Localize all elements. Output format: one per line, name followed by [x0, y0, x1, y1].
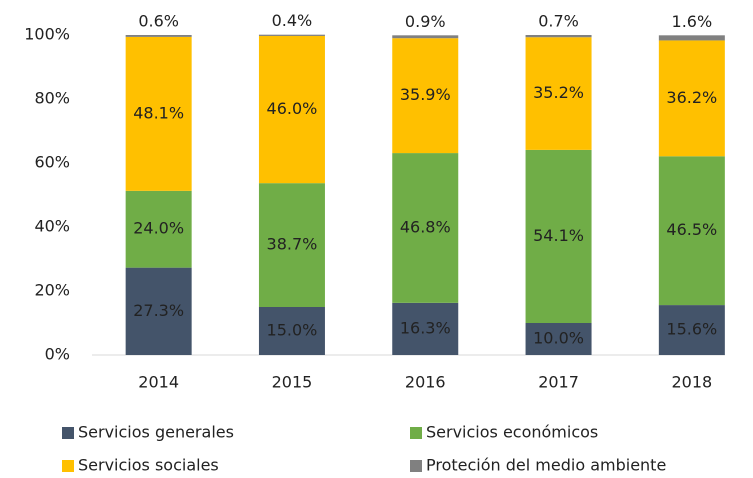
data-label: 36.2% [666, 88, 717, 107]
bar-segment [125, 267, 192, 355]
legend-swatch [62, 460, 74, 472]
data-label: 0.7% [538, 12, 579, 31]
bar-segment [525, 35, 592, 38]
bar-segment [658, 40, 725, 157]
data-label: 0.6% [138, 12, 179, 31]
y-tick-label: 40% [34, 217, 70, 236]
data-label: 15.0% [267, 321, 318, 340]
y-tick-label: 20% [34, 281, 70, 300]
bar-segment [258, 35, 325, 184]
bar-segment [392, 153, 459, 303]
data-label: 15.6% [666, 320, 717, 339]
y-tick-label: 100% [24, 25, 70, 44]
x-tick-label: 2017 [538, 373, 579, 392]
data-label: 35.9% [400, 85, 451, 104]
bar-segment [658, 35, 725, 41]
data-label: 24.0% [133, 219, 184, 238]
legend-label: Servicios económicos [426, 423, 598, 442]
y-tick-label: 60% [34, 153, 70, 172]
x-tick-label: 2018 [671, 373, 712, 392]
legend-swatch [410, 427, 422, 439]
data-label: 48.1% [133, 103, 184, 122]
bar-segment [258, 307, 325, 355]
bar-segment [525, 149, 592, 323]
bar-segment [525, 323, 592, 355]
legend-swatch [410, 460, 422, 472]
bar-segment [125, 35, 192, 37]
bar-segment [125, 190, 192, 268]
bar-segment [525, 37, 592, 150]
legend-label: Proteción del medio ambiente [426, 456, 666, 475]
legend-label: Servicios sociales [78, 456, 219, 475]
data-label: 0.9% [405, 12, 446, 31]
bar-segment [658, 156, 725, 306]
bar-segment [258, 34, 325, 36]
bar-segment [658, 305, 725, 355]
bar-segment [392, 38, 459, 154]
data-label: 38.7% [267, 235, 318, 254]
bar-segment [125, 36, 192, 191]
legend-swatch [62, 427, 74, 439]
data-label: 0.4% [272, 11, 313, 30]
bar-segment [392, 302, 459, 355]
data-label: 16.3% [400, 318, 451, 337]
data-label: 54.1% [533, 226, 584, 245]
x-tick-label: 2015 [272, 373, 313, 392]
data-label: 46.8% [400, 217, 451, 236]
data-label: 10.0% [533, 329, 584, 348]
y-tick-label: 0% [45, 345, 70, 364]
data-label: 35.2% [533, 83, 584, 102]
data-label: 46.5% [666, 220, 717, 239]
data-label: 1.6% [672, 12, 713, 31]
x-tick-label: 2014 [138, 373, 179, 392]
data-label: 46.0% [267, 99, 318, 118]
legend-label: Servicios generales [78, 423, 234, 442]
y-tick-label: 80% [34, 89, 70, 108]
x-tick-label: 2016 [405, 373, 446, 392]
bar-segment [258, 183, 325, 307]
data-label: 27.3% [133, 301, 184, 320]
bar-segment [392, 35, 459, 39]
